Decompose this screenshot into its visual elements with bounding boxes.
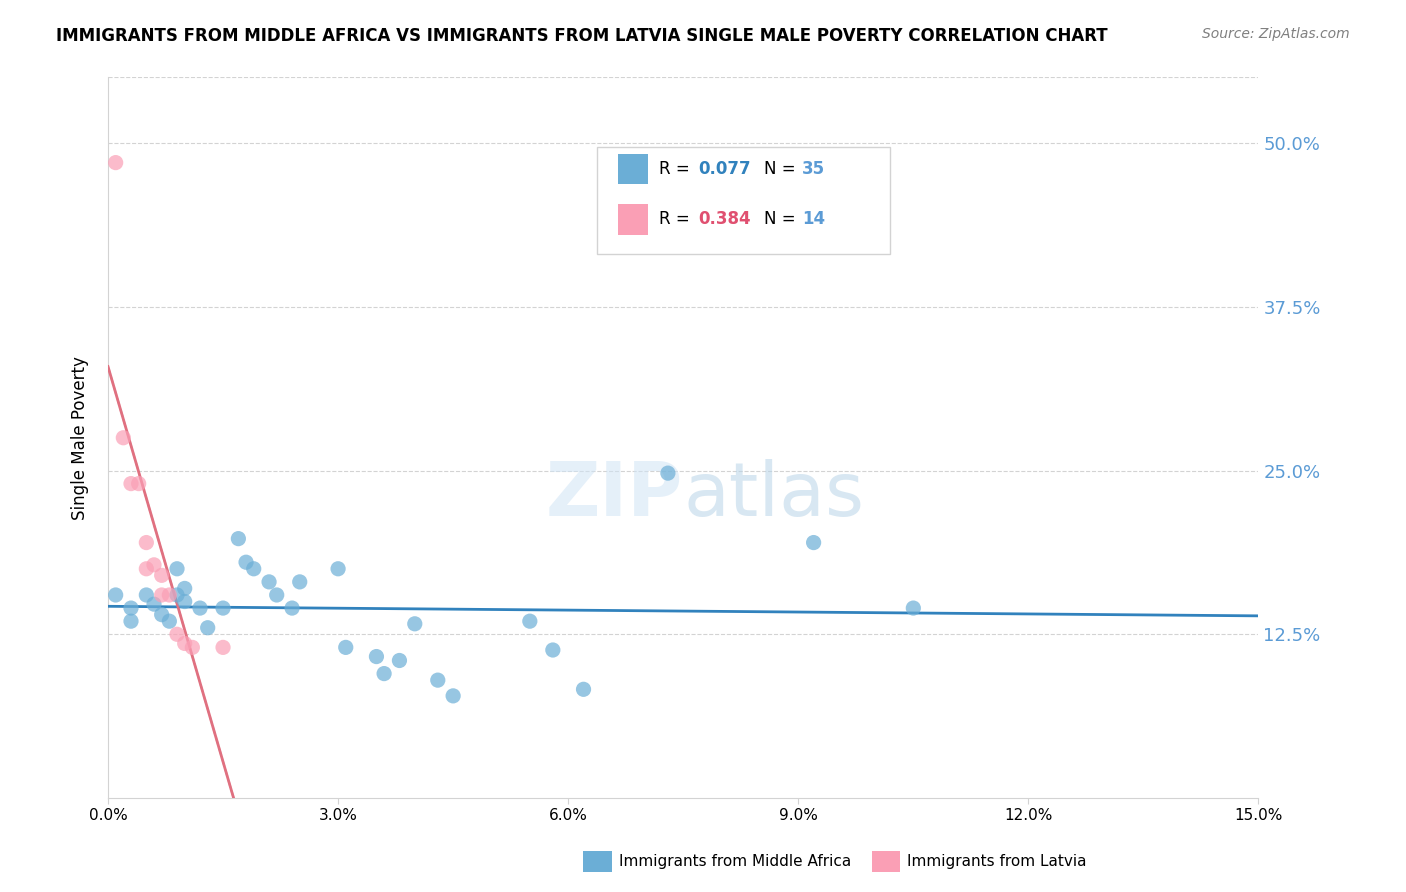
Point	[120, 601, 142, 615]
Point	[166, 627, 188, 641]
Text: 0.384: 0.384	[699, 211, 751, 228]
Text: Immigrants from Latvia: Immigrants from Latvia	[907, 855, 1087, 869]
Point	[135, 535, 157, 549]
Point	[150, 568, 173, 582]
Text: 0.077: 0.077	[699, 160, 751, 178]
Bar	[617, 204, 648, 235]
Point	[212, 640, 235, 655]
Point	[426, 673, 449, 687]
Point	[242, 562, 264, 576]
Point	[150, 607, 173, 622]
Point	[173, 636, 195, 650]
Point	[166, 588, 188, 602]
Point	[519, 614, 541, 628]
Text: R =: R =	[659, 211, 690, 228]
Text: 35: 35	[801, 160, 825, 178]
Point	[181, 640, 204, 655]
Point	[112, 431, 135, 445]
Point	[143, 597, 166, 611]
Point	[373, 666, 395, 681]
Point	[657, 466, 679, 480]
Point	[266, 588, 288, 602]
Point	[541, 643, 564, 657]
Y-axis label: Single Male Poverty: Single Male Poverty	[72, 356, 89, 520]
Point	[120, 476, 142, 491]
Point	[803, 535, 825, 549]
Point	[212, 601, 235, 615]
Point	[572, 682, 595, 697]
FancyBboxPatch shape	[598, 147, 890, 254]
Point	[326, 562, 349, 576]
Text: IMMIGRANTS FROM MIDDLE AFRICA VS IMMIGRANTS FROM LATVIA SINGLE MALE POVERTY CORR: IMMIGRANTS FROM MIDDLE AFRICA VS IMMIGRA…	[56, 27, 1108, 45]
Point	[166, 562, 188, 576]
Point	[173, 582, 195, 596]
Point	[143, 558, 166, 572]
Point	[120, 614, 142, 628]
Point	[366, 649, 388, 664]
Point	[188, 601, 211, 615]
Point	[157, 588, 180, 602]
Point	[150, 588, 173, 602]
Point	[903, 601, 925, 615]
Point	[404, 616, 426, 631]
Text: ZIP: ZIP	[546, 458, 683, 532]
Point	[388, 653, 411, 667]
Point	[281, 601, 304, 615]
Text: Immigrants from Middle Africa: Immigrants from Middle Africa	[619, 855, 851, 869]
Point	[104, 155, 127, 169]
Point	[288, 574, 311, 589]
Point	[441, 689, 464, 703]
Point	[335, 640, 357, 655]
Point	[235, 555, 257, 569]
Text: Source: ZipAtlas.com: Source: ZipAtlas.com	[1202, 27, 1350, 41]
Point	[197, 621, 219, 635]
Text: 14: 14	[801, 211, 825, 228]
Point	[135, 588, 157, 602]
Text: R =: R =	[659, 160, 690, 178]
Point	[104, 588, 127, 602]
Point	[135, 562, 157, 576]
Text: N =: N =	[763, 211, 796, 228]
Point	[157, 614, 180, 628]
Point	[257, 574, 280, 589]
Text: N =: N =	[763, 160, 796, 178]
Point	[128, 476, 150, 491]
Text: atlas: atlas	[683, 458, 865, 532]
Point	[228, 532, 250, 546]
Bar	[617, 153, 648, 184]
Point	[173, 594, 195, 608]
